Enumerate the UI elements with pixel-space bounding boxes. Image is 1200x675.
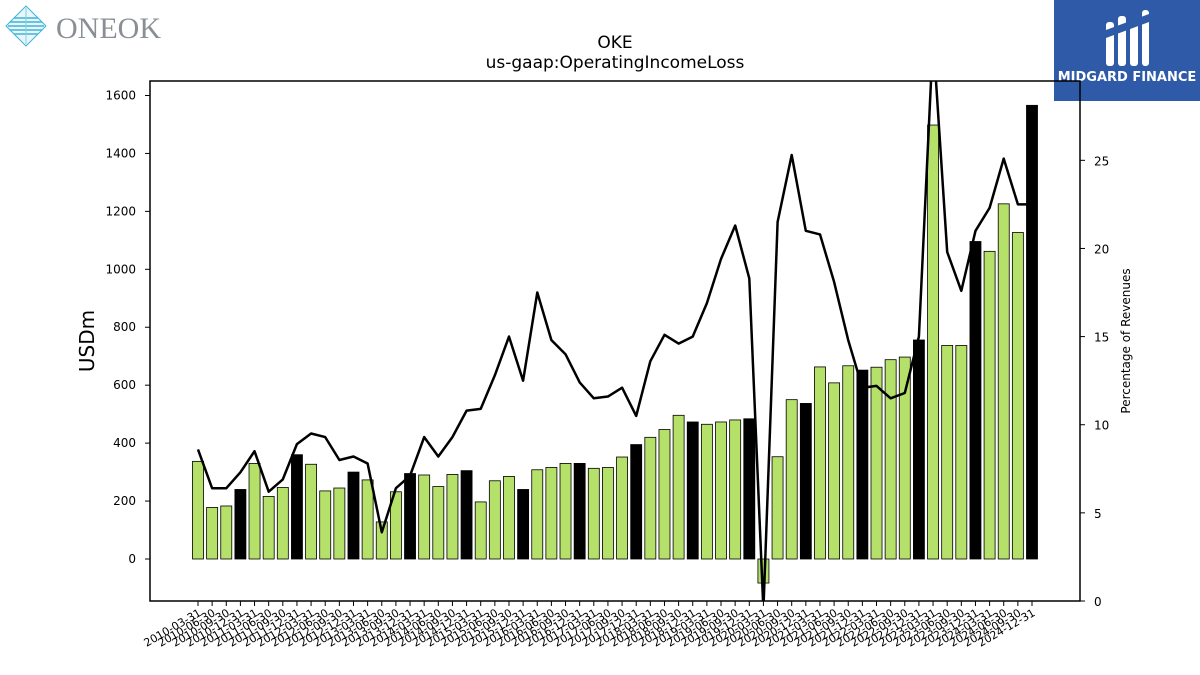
bar-2023-12-31 bbox=[969, 241, 982, 560]
bar-2014-06-30 bbox=[432, 486, 445, 560]
bar-2016-12-31 bbox=[573, 462, 586, 560]
bar-2017-03-31 bbox=[587, 467, 600, 560]
y-tick-label: 600 bbox=[113, 378, 136, 392]
y-tick-label: 1600 bbox=[105, 88, 136, 102]
bar-2021-12-31 bbox=[856, 369, 869, 560]
y-tick-label: 1400 bbox=[105, 146, 136, 160]
bar-2010-12-31 bbox=[234, 489, 247, 560]
bar-2018-03-31 bbox=[644, 436, 657, 560]
chart-subtitle: us-gaap:OperatingIncomeLoss bbox=[486, 53, 745, 73]
bar-2014-09-30 bbox=[446, 474, 459, 560]
y2-tick-label: 20 bbox=[1094, 242, 1109, 256]
bar-2012-03-31 bbox=[305, 463, 317, 560]
midgard-emblem-icon bbox=[1106, 10, 1149, 66]
plot-frame bbox=[149, 80, 1081, 602]
y2-axis-label: Percentage of Revenues bbox=[1119, 268, 1133, 413]
y2-tick-label: 5 bbox=[1094, 507, 1102, 521]
bar-2019-09-30 bbox=[729, 419, 742, 560]
line-series bbox=[196, 81, 1032, 601]
bar-2016-09-30 bbox=[559, 462, 572, 560]
bar-2018-12-31 bbox=[686, 421, 699, 560]
bar-2017-06-30 bbox=[602, 467, 614, 560]
bar-2022-09-30 bbox=[898, 356, 911, 560]
bar-2010-03-31 bbox=[192, 460, 204, 560]
y-axis-label: USDm bbox=[75, 310, 99, 372]
bar-2013-12-31 bbox=[404, 473, 416, 560]
y-tick-label: 800 bbox=[113, 320, 136, 334]
y-tick-label: 0 bbox=[128, 552, 136, 566]
bar-2019-12-31 bbox=[743, 418, 756, 560]
bar-2022-06-30 bbox=[884, 359, 897, 560]
bar-2015-09-30 bbox=[503, 476, 515, 560]
oneok-logo: ONEOK bbox=[4, 4, 164, 50]
bar-2021-09-30 bbox=[842, 365, 855, 560]
bar-2022-12-31 bbox=[913, 339, 925, 560]
y2-axis-ticks: 0 5 10 15 20 25 bbox=[1080, 154, 1109, 609]
bar-2012-09-30 bbox=[333, 487, 346, 560]
y2-tick-label: 15 bbox=[1094, 331, 1109, 345]
bar-2012-06-30 bbox=[319, 490, 332, 560]
bar-2011-06-30 bbox=[262, 496, 275, 560]
bar-2010-06-30 bbox=[206, 507, 219, 560]
bar-2018-09-30 bbox=[672, 414, 685, 560]
oneok-diamond-icon bbox=[5, 5, 47, 47]
bar-2011-09-30 bbox=[276, 487, 289, 560]
bar-2017-12-31 bbox=[630, 444, 643, 560]
chart-title: OKE bbox=[597, 33, 632, 53]
bar-2019-03-31 bbox=[700, 423, 713, 560]
bar-2024-03-31 bbox=[983, 250, 996, 560]
midgard-logo-text: MIDGARD FINANCE bbox=[1058, 70, 1197, 85]
bar-2017-09-30 bbox=[616, 456, 628, 560]
y2-tick-label: 25 bbox=[1094, 154, 1109, 168]
oneok-logo-text: ONEOK bbox=[56, 12, 161, 45]
bar-2024-09-30 bbox=[1011, 232, 1024, 560]
bar-2015-03-31 bbox=[474, 501, 487, 560]
bar-2013-03-31 bbox=[361, 479, 374, 560]
bar-2023-03-31 bbox=[927, 124, 939, 560]
y-tick-label: 1000 bbox=[105, 262, 136, 276]
bar-2021-03-31 bbox=[814, 366, 826, 560]
bar-2021-06-30 bbox=[828, 382, 841, 560]
bar-2012-12-31 bbox=[347, 471, 360, 560]
bar-2013-06-30 bbox=[375, 521, 388, 560]
bar-2011-03-31 bbox=[248, 462, 261, 560]
bar-2011-12-31 bbox=[291, 454, 303, 560]
bar-2010-09-30 bbox=[220, 505, 233, 560]
bar-2018-06-30 bbox=[658, 429, 671, 560]
bar-2016-06-30 bbox=[545, 467, 558, 560]
y-axis-ticks: 0 200 400 600 800 1000 1200 1400 1600 bbox=[105, 88, 150, 566]
bar-2016-03-31 bbox=[531, 469, 544, 560]
bar-2023-06-30 bbox=[941, 345, 954, 560]
bar-2022-03-31 bbox=[870, 366, 883, 560]
bar-2014-12-31 bbox=[460, 470, 473, 560]
bar-2020-09-30 bbox=[785, 399, 798, 560]
y-tick-label: 400 bbox=[113, 436, 136, 450]
y-tick-label: 1200 bbox=[105, 204, 136, 218]
bar-series bbox=[192, 104, 1038, 584]
midgard-finance-logo: MIDGARD FINANCE bbox=[1054, 0, 1200, 101]
bar-2020-06-30 bbox=[771, 456, 784, 560]
bar-2023-09-30 bbox=[955, 345, 968, 560]
y2-tick-label: 10 bbox=[1094, 419, 1109, 433]
bar-2019-06-30 bbox=[715, 421, 727, 560]
y-tick-label: 200 bbox=[113, 494, 136, 508]
bar-2015-06-30 bbox=[488, 480, 501, 560]
bar-2024-12-31 bbox=[1026, 104, 1038, 560]
percentage-line bbox=[196, 81, 1032, 601]
bar-2015-12-31 bbox=[517, 489, 530, 560]
bar-2024-06-30 bbox=[997, 203, 1010, 560]
x-axis-ticks: 2010-03-312010-06-302010-09-302010-12-31… bbox=[142, 601, 1038, 650]
bar-2020-12-31 bbox=[799, 403, 812, 560]
bar-2014-03-31 bbox=[418, 474, 431, 560]
y2-tick-label: 0 bbox=[1094, 595, 1102, 609]
